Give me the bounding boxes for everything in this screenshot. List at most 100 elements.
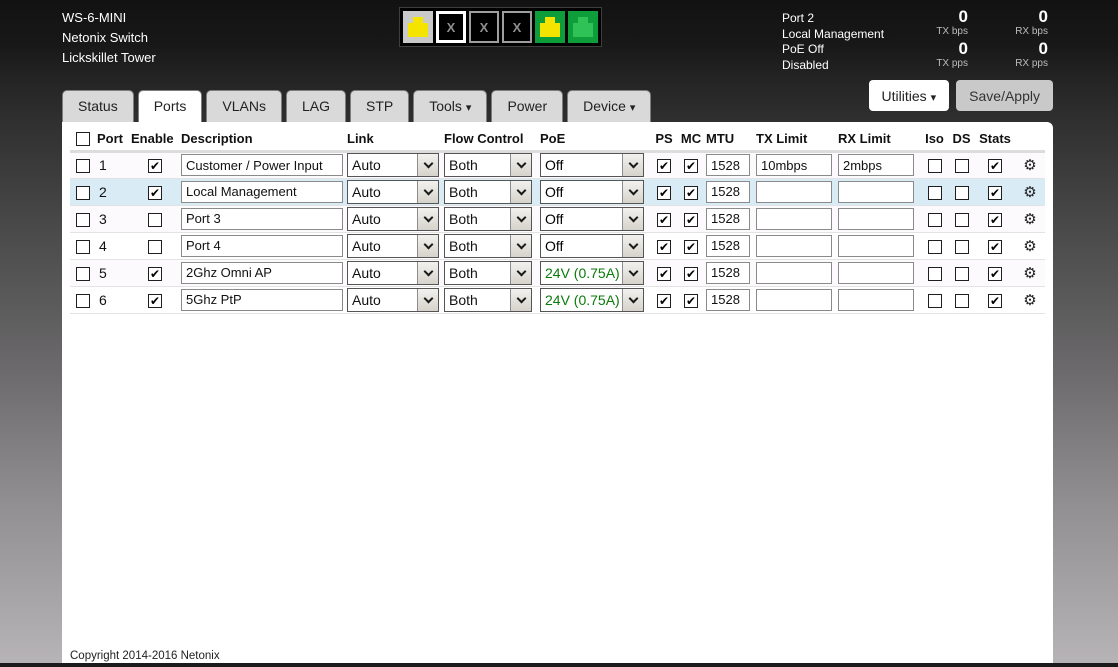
mtu-input[interactable] bbox=[706, 154, 750, 176]
ps-checkbox[interactable]: ✔ bbox=[657, 266, 671, 281]
iso-checkbox[interactable] bbox=[927, 293, 942, 308]
iso-checkbox[interactable] bbox=[927, 239, 942, 254]
tx-limit-input[interactable] bbox=[756, 180, 832, 203]
link-select[interactable]: Auto bbox=[347, 153, 439, 177]
tab-vlans[interactable]: VLANs bbox=[206, 90, 282, 122]
ps-checkbox[interactable]: ✔ bbox=[657, 185, 671, 200]
settings-gear-icon[interactable]: ⚙ bbox=[1023, 237, 1037, 255]
rx-limit-input[interactable] bbox=[838, 261, 914, 284]
ds-checkbox[interactable] bbox=[954, 239, 969, 254]
tx-limit-input[interactable] bbox=[756, 261, 832, 284]
mtu-input[interactable] bbox=[706, 234, 750, 257]
ds-checkbox[interactable] bbox=[954, 159, 969, 174]
row-select-checkbox[interactable] bbox=[76, 212, 90, 227]
tab-device[interactable]: Device ▾ bbox=[567, 90, 652, 122]
rx-limit-input[interactable] bbox=[838, 234, 914, 257]
mtu-input[interactable] bbox=[706, 180, 750, 203]
poe-select[interactable]: Off bbox=[540, 179, 644, 204]
enable-checkbox[interactable] bbox=[148, 239, 162, 254]
port-4-status-icon[interactable]: X bbox=[502, 11, 532, 43]
port-1-status-icon[interactable] bbox=[403, 11, 433, 43]
iso-checkbox[interactable] bbox=[927, 159, 942, 174]
enable-checkbox[interactable]: ✔ bbox=[148, 185, 162, 200]
tx-limit-input[interactable] bbox=[756, 234, 832, 257]
select-all-checkbox[interactable] bbox=[76, 132, 90, 147]
mc-checkbox[interactable]: ✔ bbox=[684, 293, 698, 308]
rx-limit-input[interactable] bbox=[838, 154, 914, 176]
settings-gear-icon[interactable]: ⚙ bbox=[1023, 183, 1037, 201]
row-select-checkbox[interactable] bbox=[76, 293, 90, 308]
tab-status[interactable]: Status bbox=[62, 90, 134, 122]
flow-control-select[interactable]: Both bbox=[444, 260, 532, 285]
mc-checkbox[interactable]: ✔ bbox=[684, 239, 698, 254]
port-2-status-icon[interactable]: X bbox=[436, 11, 466, 43]
ps-checkbox[interactable]: ✔ bbox=[657, 212, 671, 227]
settings-gear-icon[interactable]: ⚙ bbox=[1023, 210, 1037, 228]
tab-stp[interactable]: STP bbox=[349, 90, 410, 122]
link-select[interactable]: Auto bbox=[347, 260, 439, 285]
poe-select[interactable]: 24V (0.75A) bbox=[540, 260, 644, 285]
ps-checkbox[interactable]: ✔ bbox=[657, 293, 671, 308]
poe-select[interactable]: Off bbox=[540, 153, 644, 177]
ps-checkbox[interactable]: ✔ bbox=[657, 159, 671, 174]
mc-checkbox[interactable]: ✔ bbox=[684, 266, 698, 281]
settings-gear-icon[interactable]: ⚙ bbox=[1023, 264, 1037, 282]
iso-checkbox[interactable] bbox=[927, 185, 942, 200]
stats-checkbox[interactable]: ✔ bbox=[988, 239, 1002, 254]
description-input[interactable] bbox=[181, 234, 343, 257]
flow-control-select[interactable]: Both bbox=[444, 287, 532, 312]
ps-checkbox[interactable]: ✔ bbox=[657, 239, 671, 254]
enable-checkbox[interactable]: ✔ bbox=[148, 266, 162, 281]
row-select-checkbox[interactable] bbox=[76, 239, 90, 254]
link-select[interactable]: Auto bbox=[347, 206, 439, 231]
row-select-checkbox[interactable] bbox=[76, 159, 90, 174]
mtu-input[interactable] bbox=[706, 261, 750, 284]
flow-control-select[interactable]: Both bbox=[444, 153, 532, 177]
rx-limit-input[interactable] bbox=[838, 288, 914, 311]
description-input[interactable] bbox=[181, 154, 343, 176]
flow-control-select[interactable]: Both bbox=[444, 233, 532, 258]
tab-lag[interactable]: LAG bbox=[285, 90, 346, 122]
flow-control-select[interactable]: Both bbox=[444, 206, 532, 231]
mc-checkbox[interactable]: ✔ bbox=[684, 159, 698, 174]
save-apply-button[interactable]: Save/Apply bbox=[956, 80, 1053, 111]
link-select[interactable]: Auto bbox=[347, 233, 439, 258]
flow-control-select[interactable]: Both bbox=[444, 179, 532, 204]
iso-checkbox[interactable] bbox=[927, 212, 942, 227]
link-select[interactable]: Auto bbox=[347, 179, 439, 204]
enable-checkbox[interactable] bbox=[148, 212, 162, 227]
stats-checkbox[interactable]: ✔ bbox=[988, 159, 1002, 174]
rx-limit-input[interactable] bbox=[838, 207, 914, 230]
port-6-status-icon[interactable] bbox=[568, 11, 598, 43]
row-select-checkbox[interactable] bbox=[76, 185, 90, 200]
utilities-button[interactable]: Utilities ▾ bbox=[868, 80, 950, 111]
enable-checkbox[interactable]: ✔ bbox=[148, 293, 162, 308]
stats-checkbox[interactable]: ✔ bbox=[988, 212, 1002, 227]
tx-limit-input[interactable] bbox=[756, 154, 832, 176]
row-select-checkbox[interactable] bbox=[76, 266, 90, 281]
stats-checkbox[interactable]: ✔ bbox=[988, 266, 1002, 281]
ds-checkbox[interactable] bbox=[954, 266, 969, 281]
description-input[interactable] bbox=[181, 261, 343, 284]
ds-checkbox[interactable] bbox=[954, 185, 969, 200]
mtu-input[interactable] bbox=[706, 288, 750, 311]
enable-checkbox[interactable]: ✔ bbox=[148, 159, 162, 174]
port-5-status-icon[interactable] bbox=[535, 11, 565, 43]
settings-gear-icon[interactable]: ⚙ bbox=[1023, 291, 1037, 309]
settings-gear-icon[interactable]: ⚙ bbox=[1023, 157, 1037, 174]
poe-select[interactable]: Off bbox=[540, 206, 644, 231]
mc-checkbox[interactable]: ✔ bbox=[684, 212, 698, 227]
tx-limit-input[interactable] bbox=[756, 288, 832, 311]
port-3-status-icon[interactable]: X bbox=[469, 11, 499, 43]
link-select[interactable]: Auto bbox=[347, 287, 439, 312]
ds-checkbox[interactable] bbox=[954, 212, 969, 227]
iso-checkbox[interactable] bbox=[927, 266, 942, 281]
rx-limit-input[interactable] bbox=[838, 180, 914, 203]
description-input[interactable] bbox=[181, 180, 343, 203]
poe-select[interactable]: Off bbox=[540, 233, 644, 258]
mtu-input[interactable] bbox=[706, 207, 750, 230]
description-input[interactable] bbox=[181, 288, 343, 311]
tab-tools[interactable]: Tools ▾ bbox=[413, 90, 488, 122]
ds-checkbox[interactable] bbox=[954, 293, 969, 308]
poe-select[interactable]: 24V (0.75A) bbox=[540, 287, 644, 312]
